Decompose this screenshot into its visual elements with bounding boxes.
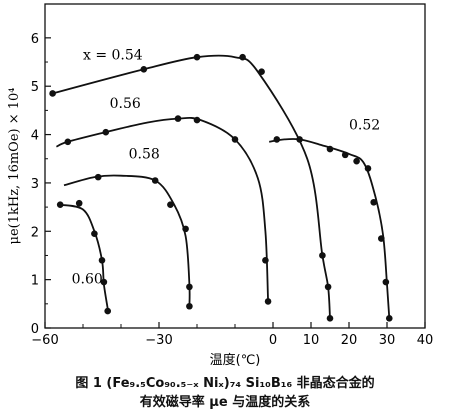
series-label: x = 0.54 xyxy=(83,48,143,64)
data-point xyxy=(378,235,385,242)
data-point xyxy=(104,307,111,315)
y-axis-label: μe(1kHz, 16mOe) × 10⁴ xyxy=(7,87,22,244)
data-point xyxy=(49,90,56,97)
data-point xyxy=(326,315,334,322)
data-point xyxy=(264,298,272,305)
x-axis-label: 温度(℃) xyxy=(210,352,261,368)
series-line xyxy=(269,138,391,319)
y-tick-label: 5 xyxy=(31,80,39,95)
data-point xyxy=(262,256,269,264)
y-tick-label: 1 xyxy=(31,274,39,289)
y-tick-label: 3 xyxy=(31,177,39,192)
series-line xyxy=(56,116,269,302)
data-point xyxy=(385,315,393,322)
data-point xyxy=(319,252,326,259)
data-point xyxy=(75,199,83,207)
data-point xyxy=(100,278,108,286)
data-point xyxy=(364,165,372,172)
data-point xyxy=(151,177,159,184)
x-tick-label: 0 xyxy=(269,333,277,348)
y-tick-label: 4 xyxy=(31,129,39,144)
y-tick-label: 6 xyxy=(31,32,39,47)
figure-caption-line-2: 有效磁导率 μe 与温度的关系 xyxy=(139,395,311,410)
figure-caption-line-1: 图 1 (Fe₉.₅Co₉₀.₅₋ₓ Niₓ)₇₄ Si₁₀B₁₆ 非晶态合金的 xyxy=(75,376,375,391)
data-point xyxy=(273,136,281,143)
data-point xyxy=(193,116,201,124)
data-point xyxy=(182,225,189,233)
data-point xyxy=(186,302,193,310)
data-point xyxy=(324,283,332,291)
data-point xyxy=(326,145,334,153)
series-label: 0.60 xyxy=(72,272,103,288)
x-tick-label: 20 xyxy=(341,333,358,348)
data-point xyxy=(167,201,174,208)
data-point xyxy=(186,283,193,291)
data-point xyxy=(64,138,72,146)
data-point xyxy=(102,128,110,136)
series-label: 0.56 xyxy=(110,96,141,112)
data-point xyxy=(56,201,64,208)
data-point xyxy=(193,53,201,61)
data-point xyxy=(140,65,148,73)
data-point xyxy=(98,256,106,264)
data-point xyxy=(296,136,303,143)
chart: −60 −30 0 10 20 30 40 0 1 2 3 4 5 6 温度(℃) μe(1kHz, 16mO… xyxy=(7,3,434,368)
x-tick-label: 10 xyxy=(303,333,320,348)
data-point xyxy=(382,278,390,286)
data-point xyxy=(91,230,98,238)
series-label: 0.58 xyxy=(129,147,160,163)
series-label: 0.52 xyxy=(349,118,380,134)
data-point xyxy=(239,53,246,61)
data-point xyxy=(174,115,182,122)
y-tick-label: 0 xyxy=(31,322,39,337)
data-point xyxy=(341,151,349,159)
data-point xyxy=(94,173,102,181)
x-tick-label: 30 xyxy=(379,333,396,348)
x-tick-label: −60 xyxy=(31,333,58,348)
data-point xyxy=(353,157,360,165)
data-point xyxy=(231,136,239,143)
data-point xyxy=(258,68,265,76)
x-tick-label: −30 xyxy=(145,333,172,348)
data-point xyxy=(370,198,378,206)
y-tick-label: 2 xyxy=(31,225,39,240)
series-line xyxy=(60,203,109,309)
x-tick-label: 40 xyxy=(417,333,434,348)
